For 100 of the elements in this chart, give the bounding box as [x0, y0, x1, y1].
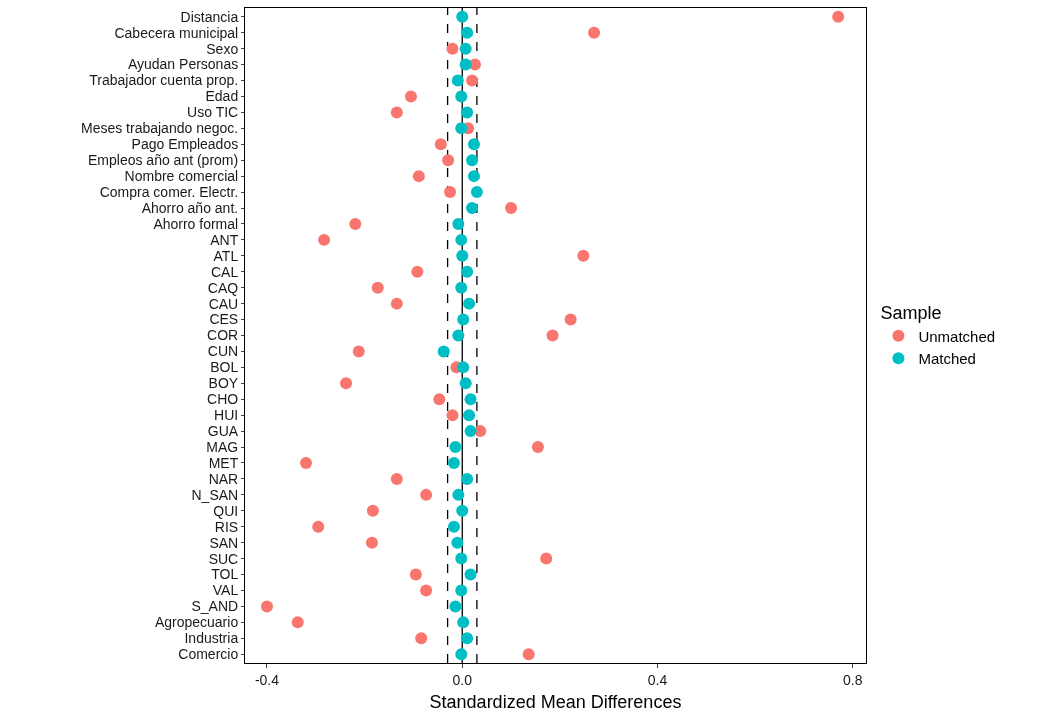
- point: [505, 202, 518, 214]
- y-tick-label: Pago Empleados: [131, 136, 239, 153]
- y-tick-label: Ahorro formal: [153, 215, 239, 232]
- point: [577, 249, 590, 262]
- y-tick-label: COR: [207, 327, 239, 344]
- point: [466, 74, 479, 87]
- point: [564, 313, 577, 326]
- point: [340, 377, 353, 390]
- point: [546, 329, 559, 342]
- point: [409, 568, 422, 581]
- point: [312, 520, 325, 533]
- y-tick-label: S_AND: [191, 598, 239, 615]
- point: [461, 106, 474, 119]
- point: [260, 600, 273, 613]
- point: [455, 648, 468, 661]
- point: [420, 488, 433, 501]
- y-tick-label: BOY: [208, 375, 239, 392]
- point: [451, 74, 464, 87]
- y-tick-label: Ayudan Personas: [127, 56, 239, 73]
- y-tick-label: Sexo: [206, 40, 239, 57]
- point: [522, 648, 535, 661]
- point: [366, 504, 379, 517]
- point: [390, 472, 403, 485]
- y-tick-label: SAN: [209, 534, 239, 551]
- point: [452, 329, 465, 342]
- point: [464, 425, 477, 438]
- point: [463, 297, 476, 310]
- point: [449, 441, 462, 454]
- y-tick-label: Compra comer. Electr.: [99, 183, 239, 200]
- point: [455, 233, 468, 246]
- y-tick-label: MAG: [206, 438, 239, 455]
- y-tick-label: Comercio: [178, 646, 239, 663]
- point: [457, 313, 470, 326]
- point: [390, 297, 403, 310]
- point: [470, 186, 483, 199]
- point: [540, 552, 553, 565]
- point: [352, 345, 365, 358]
- point: [456, 504, 469, 517]
- y-tick-label: CHO: [207, 391, 239, 408]
- point: [464, 568, 477, 581]
- y-tick-label: SUC: [208, 550, 239, 567]
- y-tick-label: TOL: [211, 566, 239, 583]
- y-tick-label: Industria: [184, 630, 239, 647]
- point: [456, 249, 469, 262]
- point: [412, 170, 425, 183]
- point: [461, 26, 474, 39]
- point: [466, 202, 479, 214]
- y-tick-label: Empleos año ant (prom): [88, 152, 239, 169]
- x-tick-label: 0.0: [452, 671, 473, 688]
- y-tick-label: VAL: [212, 582, 239, 599]
- point: [411, 265, 424, 278]
- point: [461, 632, 474, 645]
- point: [474, 425, 487, 438]
- point: [433, 393, 446, 406]
- y-tick-label: CES: [209, 311, 239, 328]
- y-tick-label: Nombre comercial: [124, 168, 239, 185]
- point: [444, 186, 457, 199]
- point: [415, 632, 428, 645]
- point: [405, 90, 417, 103]
- point: [318, 233, 331, 246]
- point: [466, 154, 479, 167]
- point: [300, 456, 313, 469]
- y-tick-label: Ahorro año ant.: [141, 199, 239, 216]
- y-tick-label: CAU: [208, 295, 239, 312]
- point: [349, 217, 362, 230]
- point: [371, 281, 384, 294]
- point: [447, 520, 460, 533]
- point: [467, 138, 480, 151]
- point: [456, 10, 469, 23]
- y-tick-label: Trabajador cuenta prop.: [89, 72, 239, 89]
- y-tick-label: NAR: [208, 470, 239, 487]
- point: [437, 345, 450, 358]
- point: [461, 472, 474, 485]
- point: [291, 616, 304, 629]
- y-tick-label: CAQ: [207, 279, 239, 296]
- point: [464, 393, 477, 406]
- point: [463, 409, 476, 422]
- point: [457, 361, 470, 374]
- y-tick-label: Distancia: [180, 8, 239, 25]
- point: [459, 377, 472, 390]
- point: [457, 616, 470, 629]
- point: [452, 488, 465, 501]
- point: [531, 441, 544, 454]
- point: [459, 42, 472, 55]
- y-tick-label: HUI: [214, 407, 239, 424]
- y-tick-label: CAL: [210, 263, 239, 280]
- point: [451, 536, 464, 549]
- point: [455, 90, 468, 103]
- point: [446, 409, 459, 422]
- point: [420, 584, 433, 597]
- point: [588, 26, 601, 39]
- point: [455, 584, 468, 597]
- y-tick-label: QUI: [213, 502, 239, 519]
- point: [446, 42, 459, 55]
- y-tick-label: RIS: [214, 518, 239, 535]
- x-tick-label: 0.8: [843, 671, 863, 688]
- y-tick-label: ATL: [213, 247, 239, 264]
- y-tick-label: BOL: [210, 359, 239, 376]
- point: [449, 600, 462, 613]
- point: [455, 281, 468, 294]
